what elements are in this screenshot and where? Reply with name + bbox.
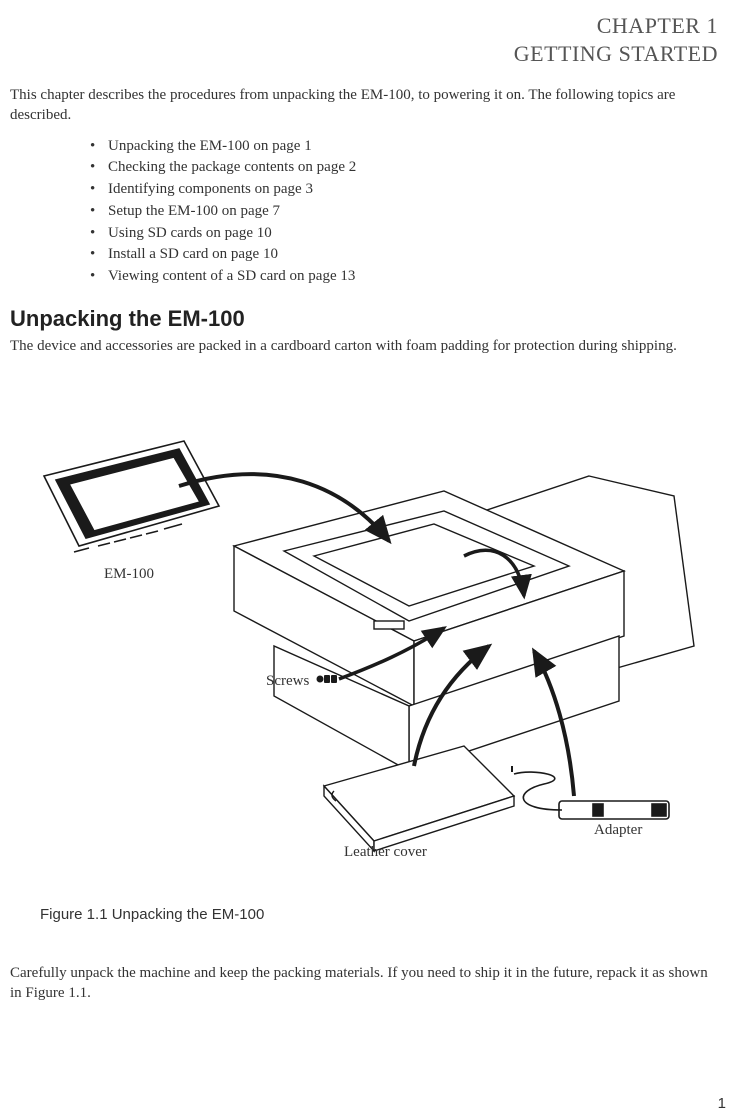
figure-unpacking: EM-100 Screws Leather cover Adapter xyxy=(14,396,714,896)
page-number: 1 xyxy=(718,1095,726,1112)
list-item: Install a SD card on page 10 xyxy=(90,244,718,266)
section-intro: The device and accessories are packed in… xyxy=(10,336,718,356)
unpacking-illustration xyxy=(14,396,714,896)
closing-paragraph: Carefully unpack the machine and keep th… xyxy=(10,963,718,1004)
callout-device: EM-100 xyxy=(104,566,154,583)
list-item: Identifying components on page 3 xyxy=(90,179,718,201)
chapter-header: CHAPTER 1 GETTING STARTED xyxy=(10,12,718,67)
list-item: Viewing content of a SD card on page 13 xyxy=(90,266,718,288)
figure-caption: Figure 1.1 Unpacking the EM-100 xyxy=(40,906,718,923)
section-heading: Unpacking the EM-100 xyxy=(10,306,718,332)
page: CHAPTER 1 GETTING STARTED This chapter d… xyxy=(0,0,734,1118)
topic-list: Unpacking the EM-100 on page 1 Checking … xyxy=(90,136,718,288)
chapter-number: CHAPTER 1 xyxy=(10,12,718,40)
intro-paragraph: This chapter describes the procedures fr… xyxy=(10,85,718,126)
callout-leather: Leather cover xyxy=(344,844,427,861)
callout-screws: Screws xyxy=(266,673,309,690)
callout-adapter: Adapter xyxy=(594,822,642,839)
chapter-title: GETTING STARTED xyxy=(10,40,718,68)
list-item: Using SD cards on page 10 xyxy=(90,223,718,245)
list-item: Setup the EM-100 on page 7 xyxy=(90,201,718,223)
list-item: Checking the package contents on page 2 xyxy=(90,157,718,179)
list-item: Unpacking the EM-100 on page 1 xyxy=(90,136,718,158)
